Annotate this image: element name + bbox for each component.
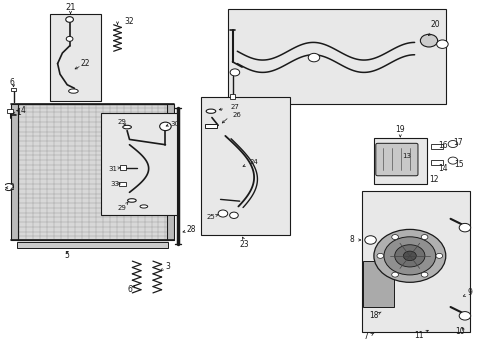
Circle shape <box>458 224 470 232</box>
Text: 27: 27 <box>230 104 239 110</box>
Text: 29: 29 <box>118 204 126 211</box>
Bar <box>11 87 16 91</box>
Text: 16: 16 <box>438 141 447 150</box>
Circle shape <box>447 157 457 164</box>
Text: 4: 4 <box>20 105 25 114</box>
Text: 20: 20 <box>429 20 439 29</box>
Text: 6: 6 <box>10 78 15 87</box>
Text: 14: 14 <box>438 164 447 173</box>
Text: 26: 26 <box>232 112 241 118</box>
Circle shape <box>218 210 227 217</box>
Circle shape <box>436 40 447 48</box>
Text: 9: 9 <box>467 288 471 297</box>
Text: 12: 12 <box>428 175 438 184</box>
Bar <box>101 113 177 215</box>
Bar <box>363 261 394 307</box>
Text: 30: 30 <box>170 121 179 127</box>
Text: 10: 10 <box>454 327 464 336</box>
Bar <box>230 94 234 99</box>
Circle shape <box>65 17 73 22</box>
Circle shape <box>4 184 14 190</box>
Circle shape <box>373 229 445 282</box>
Text: 22: 22 <box>81 59 90 68</box>
Text: 21: 21 <box>65 3 76 12</box>
Bar <box>201 97 289 235</box>
Ellipse shape <box>122 125 131 129</box>
Bar <box>430 144 443 149</box>
Circle shape <box>376 253 383 258</box>
Text: 19: 19 <box>395 125 404 134</box>
Circle shape <box>391 235 398 239</box>
Bar <box>50 14 101 100</box>
Circle shape <box>394 245 424 267</box>
Circle shape <box>391 272 398 277</box>
Text: 15: 15 <box>453 159 463 168</box>
Text: 33: 33 <box>110 181 120 187</box>
Text: 1: 1 <box>16 108 20 117</box>
Circle shape <box>420 34 437 47</box>
Text: 32: 32 <box>124 17 134 26</box>
Ellipse shape <box>68 89 78 93</box>
Bar <box>120 165 125 170</box>
Text: 31: 31 <box>108 166 117 172</box>
Bar <box>430 159 443 165</box>
Circle shape <box>403 251 415 261</box>
Circle shape <box>230 69 239 76</box>
Text: 24: 24 <box>249 159 258 165</box>
Text: 28: 28 <box>186 225 195 234</box>
Circle shape <box>383 237 435 275</box>
Text: 7: 7 <box>363 333 367 342</box>
Text: 13: 13 <box>401 153 410 159</box>
Ellipse shape <box>127 199 136 202</box>
Text: 6: 6 <box>127 285 132 294</box>
Text: 2: 2 <box>10 183 15 192</box>
Text: 25: 25 <box>206 214 215 220</box>
Text: 11: 11 <box>414 331 423 340</box>
Circle shape <box>458 312 470 320</box>
Circle shape <box>420 235 427 239</box>
Bar <box>17 104 167 240</box>
Text: 18: 18 <box>368 311 378 320</box>
Text: 29: 29 <box>118 119 126 125</box>
Ellipse shape <box>206 109 215 113</box>
Bar <box>119 182 125 186</box>
Circle shape <box>229 212 238 219</box>
Text: 17: 17 <box>452 139 462 148</box>
Circle shape <box>307 53 319 62</box>
Bar <box>11 104 18 240</box>
Text: 23: 23 <box>239 240 249 249</box>
Circle shape <box>364 236 376 244</box>
Bar <box>166 104 173 240</box>
Bar <box>205 123 217 129</box>
Bar <box>361 190 469 332</box>
Text: 3: 3 <box>165 262 170 271</box>
Circle shape <box>160 122 171 131</box>
Bar <box>7 109 13 113</box>
Circle shape <box>435 253 442 258</box>
Text: 8: 8 <box>349 235 354 244</box>
Circle shape <box>66 36 73 41</box>
Bar <box>373 138 426 184</box>
FancyBboxPatch shape <box>375 143 417 176</box>
Circle shape <box>420 272 427 277</box>
Bar <box>17 242 167 248</box>
Text: 5: 5 <box>64 251 69 260</box>
Ellipse shape <box>140 205 147 208</box>
Bar <box>227 9 445 104</box>
Circle shape <box>447 140 457 148</box>
